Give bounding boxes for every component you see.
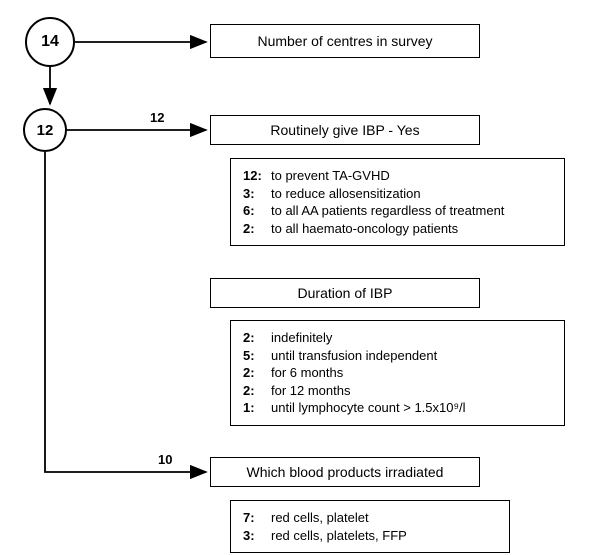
detail-text: to all AA patients regardless of treatme…: [271, 202, 552, 220]
node-c14: 14: [25, 17, 75, 67]
detail-row: 2: for 6 months: [243, 364, 552, 382]
detail-reasons-ibp: 12: to prevent TA-GVHD 3: to reduce allo…: [230, 158, 565, 246]
detail-count: 7:: [243, 509, 271, 527]
node-c12-value: 12: [37, 122, 54, 139]
node-c12: 12: [23, 108, 67, 152]
detail-text: until lymphocyte count > 1.5x10⁹/l: [271, 399, 552, 417]
edge-label-12: 12: [150, 110, 164, 125]
detail-row: 12: to prevent TA-GVHD: [243, 167, 552, 185]
edge-label-10: 10: [158, 452, 172, 467]
detail-count: 2:: [243, 364, 271, 382]
detail-count: 3:: [243, 527, 271, 545]
detail-text: until transfusion independent: [271, 347, 552, 365]
detail-count: 3:: [243, 185, 271, 203]
detail-row: 2: indefinitely: [243, 329, 552, 347]
header-duration-ibp: Duration of IBP: [210, 278, 480, 308]
detail-row: 1: until lymphocyte count > 1.5x10⁹/l: [243, 399, 552, 417]
detail-count: 2:: [243, 220, 271, 238]
header-centres: Number of centres in survey: [210, 24, 480, 58]
node-c14-value: 14: [41, 33, 59, 51]
detail-row: 3: red cells, platelets, FFP: [243, 527, 497, 545]
detail-text: red cells, platelets, FFP: [271, 527, 497, 545]
detail-text: for 6 months: [271, 364, 552, 382]
header-routinely-ibp-text: Routinely give IBP - Yes: [270, 122, 419, 138]
detail-text: indefinitely: [271, 329, 552, 347]
detail-text: for 12 months: [271, 382, 552, 400]
header-blood-products-text: Which blood products irradiated: [247, 464, 444, 480]
detail-count: 1:: [243, 399, 271, 417]
detail-count: 12:: [243, 167, 271, 185]
detail-row: 3: to reduce allosensitization: [243, 185, 552, 203]
detail-count: 2:: [243, 329, 271, 347]
detail-count: 5:: [243, 347, 271, 365]
detail-text: to reduce allosensitization: [271, 185, 552, 203]
detail-row: 6: to all AA patients regardless of trea…: [243, 202, 552, 220]
detail-row: 5: until transfusion independent: [243, 347, 552, 365]
detail-duration-ibp: 2: indefinitely 5: until transfusion ind…: [230, 320, 565, 426]
detail-text: to all haemato-oncology patients: [271, 220, 552, 238]
header-duration-ibp-text: Duration of IBP: [298, 285, 393, 301]
detail-text: red cells, platelet: [271, 509, 497, 527]
header-centres-text: Number of centres in survey: [257, 33, 432, 49]
detail-count: 2:: [243, 382, 271, 400]
detail-text: to prevent TA-GVHD: [271, 167, 552, 185]
detail-blood-products: 7: red cells, platelet 3: red cells, pla…: [230, 500, 510, 553]
detail-count: 6:: [243, 202, 271, 220]
arrow-c12-h4: [45, 152, 206, 472]
detail-row: 7: red cells, platelet: [243, 509, 497, 527]
header-blood-products: Which blood products irradiated: [210, 457, 480, 487]
header-routinely-ibp: Routinely give IBP - Yes: [210, 115, 480, 145]
detail-row: 2: to all haemato-oncology patients: [243, 220, 552, 238]
detail-row: 2: for 12 months: [243, 382, 552, 400]
